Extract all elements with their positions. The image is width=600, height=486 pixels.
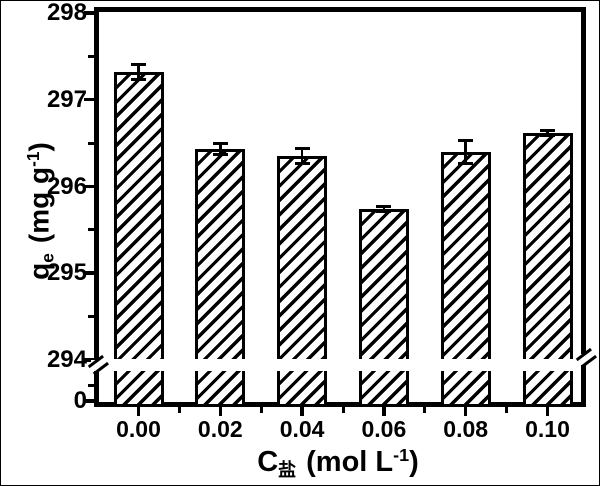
y-minor-tick-low [88, 383, 94, 387]
x-minor-tick [259, 407, 263, 413]
x-tick-label-0.06: 0.06 [361, 416, 407, 442]
error-bar-cap-top-0.10 [540, 128, 555, 132]
plot-area [94, 7, 586, 407]
x-major-tick-0.02 [218, 407, 222, 416]
x-axis-unit: (mol L [306, 445, 394, 478]
y-tick-label-295: 295 [46, 259, 87, 287]
y-minor-tick-295.5 [88, 228, 94, 232]
error-bar-cap-bottom-0.10 [540, 133, 555, 137]
bar-break-stub-0.04 [277, 371, 328, 404]
error-bar-0.04 [300, 148, 304, 164]
bar-0.04 [277, 156, 328, 360]
error-bar-cap-top-0.00 [131, 62, 146, 66]
x-tick-label-0.04: 0.04 [279, 416, 325, 442]
error-bar-cap-bottom-0.02 [212, 152, 228, 156]
y-axis-break-gap-right [578, 353, 589, 365]
error-bar-cap-bottom-0.00 [131, 78, 146, 82]
bar-0.02 [195, 149, 246, 360]
error-bar-0.08 [464, 140, 467, 164]
y-axis-unit-close: ) [23, 142, 55, 152]
y-major-tick-296 [84, 184, 94, 189]
x-axis-unit-close: ) [409, 445, 419, 478]
bar-0.08 [440, 151, 491, 360]
x-axis-title: C盐 (mol L-1) [138, 438, 538, 485]
x-axis-subscript: 盐 [278, 459, 297, 480]
y-major-tick-295 [84, 271, 94, 275]
bar-0.06 [358, 209, 409, 360]
y-minor-tick-296.5 [88, 141, 94, 145]
bar-break-stub-0.00 [113, 371, 164, 404]
x-tick-label-0.02: 0.02 [197, 416, 243, 442]
error-bar-cap-top-0.06 [376, 204, 392, 208]
error-bar-cap-bottom-0.08 [458, 161, 474, 165]
x-minor-tick [177, 407, 181, 413]
y-axis-break-gap-left [91, 359, 102, 371]
error-bar-cap-top-0.04 [294, 146, 310, 150]
bar-0.00 [113, 71, 164, 360]
y-minor-tick-297.5 [88, 54, 94, 58]
x-axis-unit-exponent: -1 [393, 445, 410, 465]
x-minor-tick [423, 407, 427, 413]
error-bar-0.06 [382, 206, 386, 212]
x-minor-tick [341, 407, 345, 413]
y-major-tick-294 [84, 358, 94, 362]
bar-break-stub-0.08 [440, 371, 491, 404]
x-major-tick-0.04 [300, 407, 304, 416]
y-tick-label-298: 298 [46, 0, 87, 26]
error-bar-cap-bottom-0.06 [376, 210, 392, 214]
x-major-tick-0.06 [382, 407, 386, 416]
error-bar-0.02 [219, 143, 222, 155]
x-major-tick-0.08 [463, 407, 468, 416]
y-major-tick-298 [84, 11, 94, 15]
y-minor-tick-294.5 [88, 315, 94, 319]
x-tick-label-0.00: 0.00 [116, 416, 161, 442]
error-bar-cap-top-0.02 [212, 142, 228, 146]
y-tick-label-0: 0 [73, 387, 87, 414]
y-axis-unit-exponent: -1 [23, 151, 43, 167]
x-axis-symbol: C [257, 445, 279, 478]
x-tick-label-0.10: 0.10 [525, 416, 570, 442]
error-bar-cap-bottom-0.04 [294, 162, 310, 166]
x-major-tick-0.00 [136, 407, 141, 416]
bar-0.10 [522, 132, 573, 360]
error-bar-0.10 [546, 130, 549, 136]
y-tick-label-294: 294 [46, 346, 87, 373]
y-major-tick-297 [84, 97, 94, 102]
bar-break-stub-0.02 [195, 371, 246, 404]
error-bar-0.00 [137, 64, 140, 80]
bar-break-stub-0.10 [522, 371, 573, 404]
x-major-tick-0.10 [545, 407, 550, 416]
y-tick-label-297: 297 [46, 85, 87, 113]
bar-break-stub-0.06 [358, 371, 409, 404]
error-bar-cap-top-0.08 [458, 139, 474, 143]
y-major-tick-0 [84, 399, 94, 403]
x-minor-tick [505, 407, 509, 413]
y-tick-label-296: 296 [46, 172, 87, 200]
x-tick-label-0.08: 0.08 [443, 416, 489, 442]
